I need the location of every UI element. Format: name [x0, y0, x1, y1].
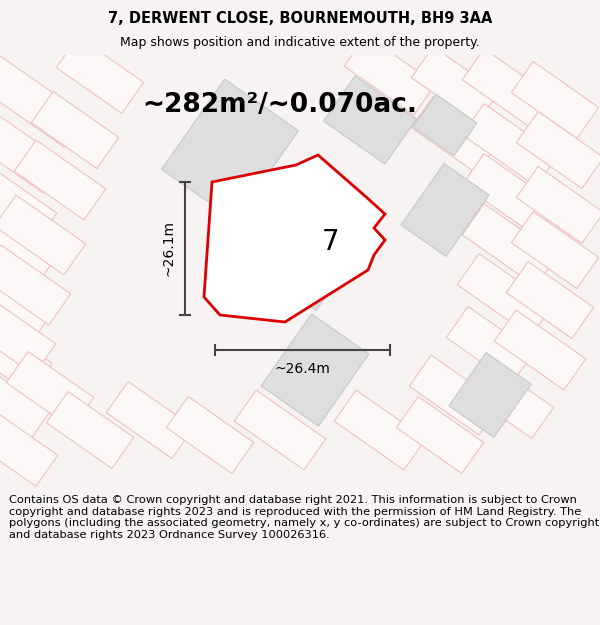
Polygon shape — [517, 111, 600, 189]
Polygon shape — [457, 254, 553, 336]
Polygon shape — [517, 166, 600, 244]
Polygon shape — [0, 156, 57, 244]
Polygon shape — [409, 355, 501, 435]
Polygon shape — [462, 104, 558, 186]
Polygon shape — [0, 195, 86, 275]
Polygon shape — [7, 351, 94, 429]
Polygon shape — [344, 35, 436, 115]
Polygon shape — [462, 204, 558, 286]
Polygon shape — [14, 140, 106, 220]
Polygon shape — [466, 361, 554, 439]
Polygon shape — [261, 314, 369, 426]
Text: ~26.4m: ~26.4m — [275, 362, 331, 376]
Polygon shape — [449, 352, 531, 437]
Polygon shape — [0, 107, 65, 192]
Polygon shape — [413, 94, 477, 156]
Polygon shape — [494, 310, 586, 390]
Polygon shape — [506, 261, 593, 339]
Polygon shape — [106, 381, 194, 459]
Polygon shape — [0, 245, 71, 325]
Polygon shape — [161, 79, 298, 221]
Text: ~282m²/~0.070ac.: ~282m²/~0.070ac. — [143, 92, 418, 118]
Text: 7, DERWENT CLOSE, BOURNEMOUTH, BH9 3AA: 7, DERWENT CLOSE, BOURNEMOUTH, BH9 3AA — [108, 11, 492, 26]
Polygon shape — [0, 295, 56, 375]
Polygon shape — [462, 49, 558, 131]
Polygon shape — [234, 390, 326, 470]
Text: ~26.1m: ~26.1m — [162, 221, 176, 276]
Polygon shape — [46, 391, 134, 469]
Text: Contains OS data © Crown copyright and database right 2021. This information is : Contains OS data © Crown copyright and d… — [9, 495, 599, 540]
Polygon shape — [412, 46, 499, 124]
Polygon shape — [0, 256, 52, 344]
Polygon shape — [0, 404, 58, 486]
Polygon shape — [0, 53, 86, 147]
Polygon shape — [0, 357, 50, 442]
Polygon shape — [401, 164, 489, 256]
Polygon shape — [511, 211, 599, 289]
Polygon shape — [0, 306, 52, 394]
Polygon shape — [446, 306, 533, 384]
Polygon shape — [0, 206, 52, 294]
Polygon shape — [31, 91, 119, 169]
Polygon shape — [166, 396, 254, 474]
Polygon shape — [412, 96, 499, 174]
Text: Map shows position and indicative extent of the property.: Map shows position and indicative extent… — [120, 36, 480, 49]
Polygon shape — [511, 61, 599, 139]
Polygon shape — [204, 155, 385, 322]
Polygon shape — [56, 36, 143, 114]
Polygon shape — [462, 154, 558, 236]
Polygon shape — [334, 390, 426, 470]
Polygon shape — [323, 76, 416, 164]
Text: 7: 7 — [322, 228, 340, 256]
Polygon shape — [247, 179, 373, 311]
Polygon shape — [397, 396, 484, 474]
